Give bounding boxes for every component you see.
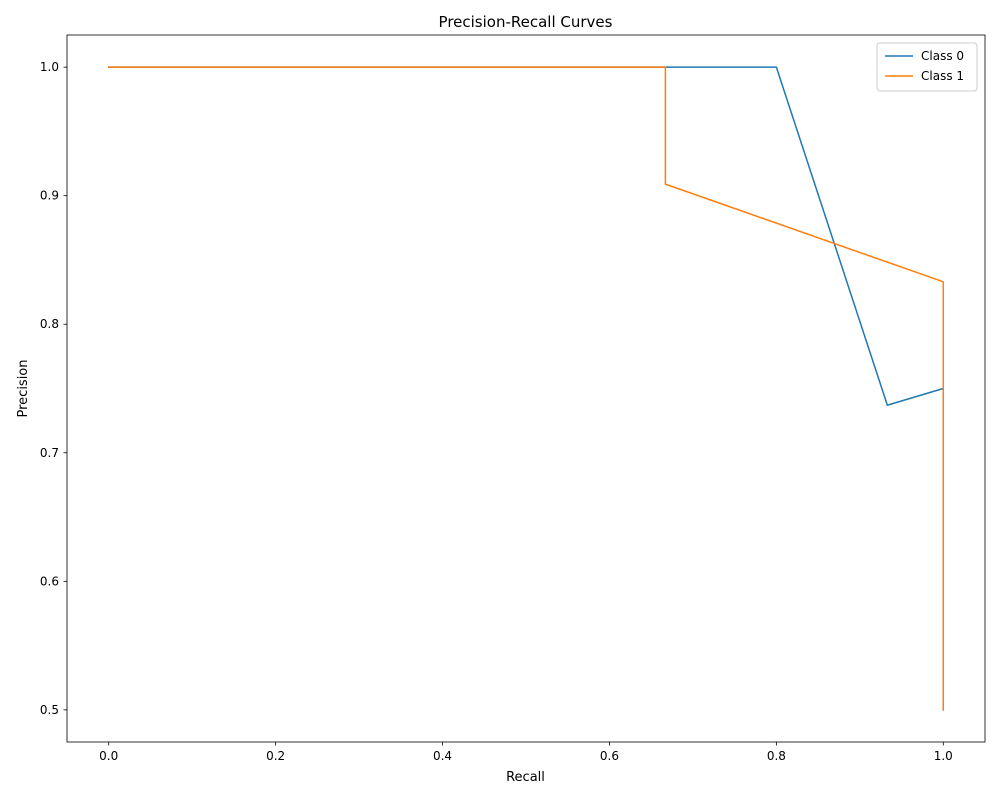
series-line-class-1 [107, 66, 945, 711]
legend-label: Class 1 [921, 69, 964, 83]
x-tick-label: 0.0 [99, 749, 118, 763]
y-tick-label: 0.7 [40, 446, 59, 460]
y-tick-label: 0.5 [40, 703, 59, 717]
legend-box [876, 42, 978, 92]
x-tick-label: 1.0 [934, 749, 953, 763]
y-tick-label: 0.9 [40, 189, 59, 203]
legend-label: Class 0 [921, 49, 964, 63]
x-tick-label: 0.6 [600, 749, 619, 763]
axes-frame [66, 34, 986, 743]
y-tick-label: 1.0 [40, 60, 59, 74]
series-line-class-0 [107, 66, 945, 711]
x-axis-label: Recall [506, 770, 545, 785]
y-tick-label: 0.6 [40, 574, 59, 588]
x-tick-label: 0.8 [767, 749, 786, 763]
y-tick-label: 0.8 [40, 317, 59, 331]
legend: Class 0 Class 1 [876, 42, 978, 92]
y-axis-label: Precision [16, 359, 31, 417]
x-tick-label: 0.2 [266, 749, 285, 763]
chart-title: Precision-Recall Curves [439, 13, 613, 31]
plot-area: 0.0 0.2 0.4 0.6 0.8 1.0 0.5 0.6 0.7 0.8 0.9 1.0 [40, 34, 986, 763]
x-tick-label: 0.4 [433, 749, 452, 763]
